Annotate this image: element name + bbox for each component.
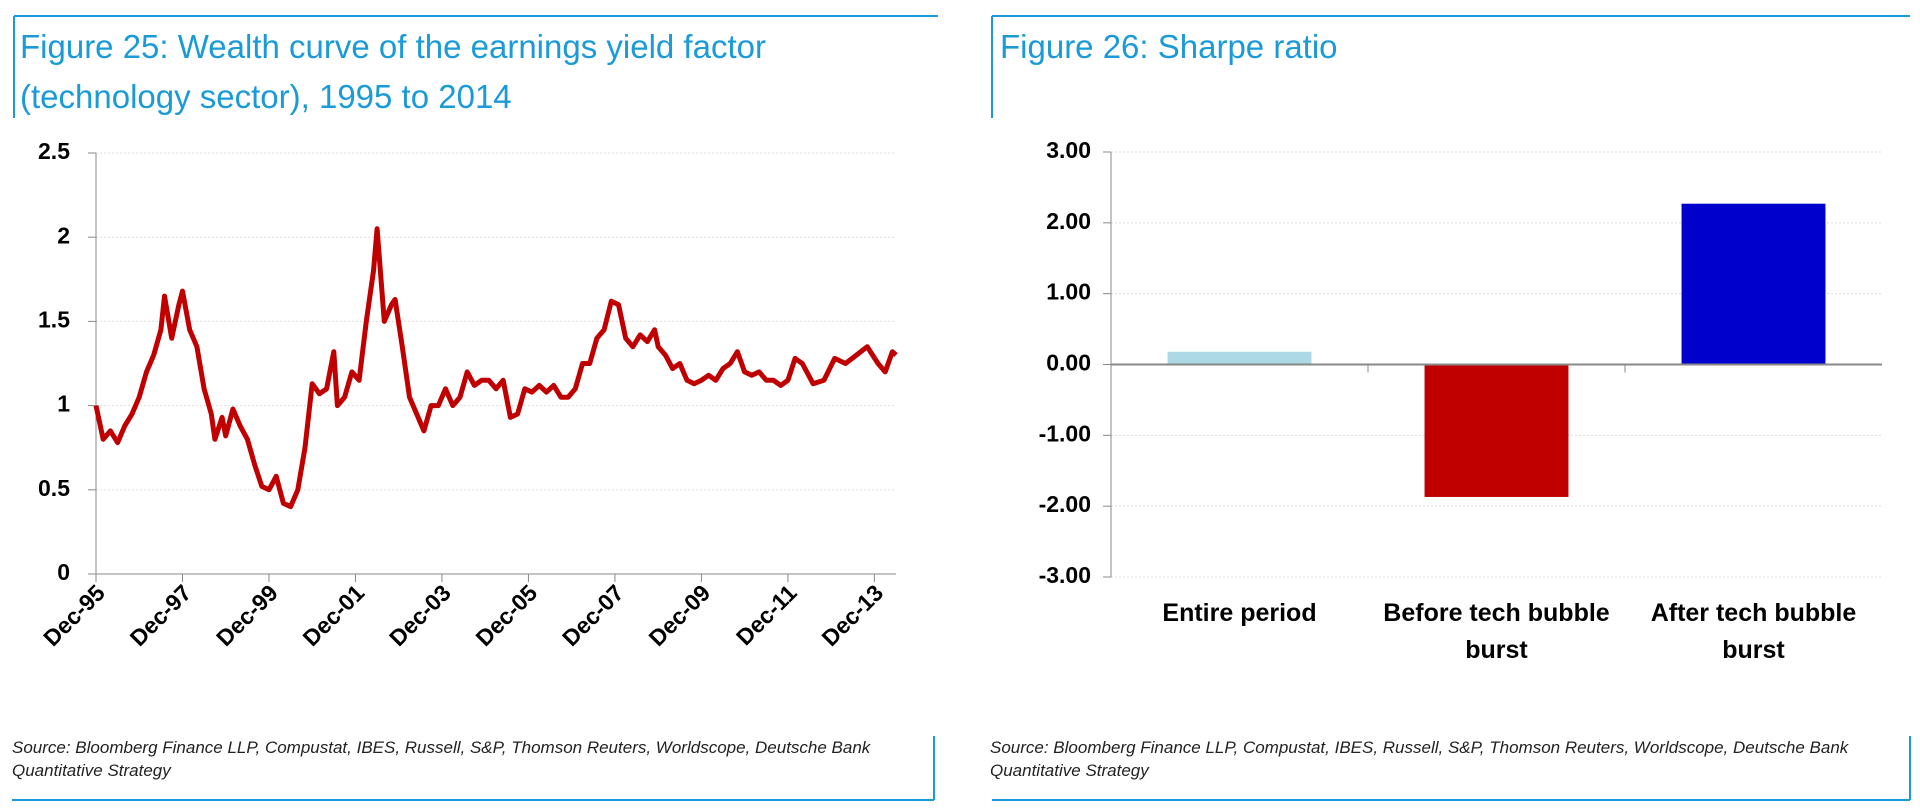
source-note: Source: Bloomberg Finance LLP, Compustat… <box>12 738 871 780</box>
y-tick-label: 1.00 <box>1046 279 1091 305</box>
y-tick-label: -1.00 <box>1039 420 1091 446</box>
x-tick-label: Before tech bubble burst <box>1383 599 1610 664</box>
x-tick-label: After tech bubble burst <box>1650 599 1857 664</box>
x-label-box: Entire period <box>1162 599 1317 627</box>
x-tick-label: Dec-05 <box>471 579 543 651</box>
x-tick-label: Dec-95 <box>38 579 110 651</box>
x-tick-label: Dec-07 <box>557 579 629 651</box>
y-tick-label: 1 <box>57 391 70 417</box>
y-tick-label: -2.00 <box>1039 491 1091 517</box>
x-tick-label: Dec-01 <box>298 579 370 651</box>
x-tick-label: Dec-09 <box>644 579 716 651</box>
y-tick-label: 2.5 <box>38 138 70 164</box>
frame <box>12 15 1911 801</box>
chart-title: Figure 26: Sharpe ratio <box>1000 28 1338 65</box>
x-tick-label: Entire period <box>1162 599 1317 627</box>
bar <box>1424 364 1569 497</box>
y-tick-label: 2.00 <box>1046 208 1091 234</box>
bar <box>1167 351 1312 365</box>
y-tick-label: 3.00 <box>1046 137 1091 163</box>
chart-title: Figure 25: Wealth curve of the earnings … <box>20 28 766 115</box>
x-tick-label: Dec-11 <box>731 579 802 650</box>
bar <box>1681 203 1826 365</box>
x-tick-label: Dec-97 <box>125 579 197 651</box>
y-tick-label: 0.00 <box>1046 350 1091 376</box>
y-tick-label: 0.5 <box>38 475 70 501</box>
source-note: Source: Bloomberg Finance LLP, Compustat… <box>990 738 1849 780</box>
line-series <box>93 226 898 510</box>
y-tick-label: 2 <box>57 222 70 248</box>
x-label-box: Before tech bubble burst <box>1383 599 1610 664</box>
x-tick-label: Dec-03 <box>384 579 456 651</box>
y-tick-label: 0 <box>57 559 70 585</box>
y-tick-label: -3.00 <box>1039 562 1091 588</box>
x-tick-label: Dec-13 <box>816 579 888 651</box>
y-tick-label: 1.5 <box>38 306 70 332</box>
x-label-box: After tech bubble burst <box>1650 599 1857 664</box>
x-tick-label: Dec-99 <box>211 579 283 651</box>
